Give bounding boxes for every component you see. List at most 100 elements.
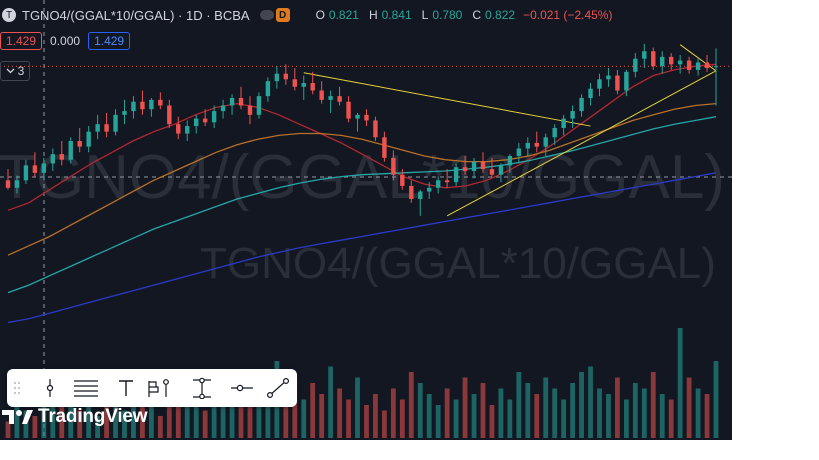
drag-handle-icon[interactable]: [9, 373, 25, 403]
volume-bar: [444, 388, 450, 438]
volume-bar: [131, 399, 136, 438]
candle-body: [211, 111, 217, 123]
candle-body: [68, 141, 73, 160]
volume-bar: [247, 399, 253, 438]
candle-body: [5, 180, 11, 188]
volume-bar: [597, 388, 602, 438]
chevron-down-icon: [6, 68, 15, 74]
volume-bar: [140, 405, 145, 438]
candle-body: [677, 60, 683, 65]
candle-body: [588, 88, 593, 98]
candle-body: [651, 51, 656, 67]
tradingview-brand[interactable]: TradingView: [2, 406, 148, 428]
candle-body: [480, 161, 486, 170]
moving-average-line: [7, 102, 717, 256]
volume-bar: [23, 410, 29, 438]
visibility-toggle[interactable]: D: [259, 8, 290, 22]
drawing-toolbar[interactable]: [7, 369, 297, 407]
volume-bar: [122, 410, 127, 438]
candle-body: [606, 75, 611, 80]
low-label: L: [421, 8, 429, 22]
volume-bar: [471, 394, 477, 438]
price-range-icon[interactable]: [187, 373, 217, 403]
horizontal-lines-icon[interactable]: [71, 373, 101, 403]
candle-body: [158, 99, 163, 106]
candle-body: [579, 98, 584, 112]
volume-bar: [516, 372, 522, 438]
volume-bar: [157, 416, 163, 438]
candle-body: [400, 174, 405, 186]
volume-bar: [695, 388, 701, 438]
volume-bar: [256, 394, 262, 438]
volume-bar: [579, 372, 584, 438]
price-chart[interactable]: TGNO4/(GGAL*10/GGAL)TGNO4/(GGAL*10/GGAL): [0, 0, 732, 440]
candle-body: [86, 131, 91, 147]
trendline: [446, 70, 717, 217]
symbol-title[interactable]: TGNO4/(GGAL*10/GGAL) · 1D · BCBA: [22, 7, 250, 23]
trendline: [303, 72, 591, 127]
anchored-text-icon[interactable]: [143, 373, 173, 403]
candle-body: [552, 127, 557, 138]
trend-line-icon[interactable]: [263, 373, 293, 403]
indicator-value-blue[interactable]: 1.429: [88, 32, 131, 50]
candle-body: [122, 111, 127, 115]
volume-bar: [229, 405, 235, 438]
candle-body: [185, 126, 190, 134]
indicator-value-plain: 0.000: [50, 34, 81, 48]
text-tool-icon[interactable]: [111, 373, 141, 403]
candle-body: [534, 142, 539, 147]
volume-bar: [650, 372, 656, 438]
candle-body: [310, 83, 315, 91]
candle-body: [686, 60, 692, 70]
vertical-line-icon[interactable]: [35, 373, 65, 403]
candle-body: [247, 105, 253, 115]
chart-header: T TGNO4/(GGAL*10/GGAL) · 1D · BCBA D O 0.…: [0, 4, 612, 26]
candle-body: [695, 62, 701, 70]
volume-bar: [677, 328, 683, 438]
candle-body: [444, 180, 450, 183]
candle-body: [113, 114, 118, 132]
volume-bar: [148, 388, 154, 438]
volume-bar: [193, 394, 199, 438]
volume-bar: [704, 394, 710, 438]
volume-bar: [113, 394, 118, 438]
candle-body: [704, 62, 710, 69]
volume-bar: [507, 399, 513, 438]
volume-bar: [292, 377, 298, 438]
volume-bar: [328, 366, 334, 438]
candle-body: [131, 101, 136, 112]
volume-bar: [713, 361, 719, 438]
candle-body: [498, 165, 504, 175]
candle-body: [597, 79, 602, 89]
brand-name: TradingView: [38, 406, 148, 427]
close-label: C: [472, 8, 482, 22]
moving-average-line: [7, 172, 717, 324]
indicators-count: 3: [17, 64, 25, 78]
delayed-data-badge[interactable]: D: [275, 8, 290, 22]
indicator-value-red[interactable]: 1.429: [0, 32, 43, 50]
indicators-collapse-button[interactable]: 3: [0, 61, 30, 81]
candle-body: [265, 81, 271, 97]
candle-body: [543, 137, 548, 147]
candle-body: [77, 141, 82, 147]
chart-area[interactable]: TGNO4/(GGAL*10/GGAL) TGNO4/(GGAL*10/GGAL)…: [0, 0, 732, 440]
candle-body: [50, 154, 56, 164]
horizontal-ray-icon[interactable]: [227, 373, 257, 403]
candle-body: [427, 187, 432, 192]
open-value: 0.821: [328, 8, 359, 22]
candle-body: [104, 124, 109, 132]
candle-body: [220, 105, 226, 112]
candle-body: [328, 96, 333, 100]
volume-bar: [489, 405, 495, 438]
volume-bar: [184, 405, 190, 438]
candle-body: [435, 180, 441, 188]
visibility-toggle-icon[interactable]: [259, 10, 274, 20]
watermark-small: TGNO4/(GGAL*10/GGAL): [200, 239, 716, 288]
candle-body: [32, 165, 38, 173]
candle-body: [274, 73, 280, 82]
volume-bar: [543, 377, 549, 438]
candle-body: [516, 148, 522, 156]
volume-bar: [606, 394, 611, 438]
candle-body: [149, 99, 154, 110]
candle-body: [167, 105, 172, 125]
